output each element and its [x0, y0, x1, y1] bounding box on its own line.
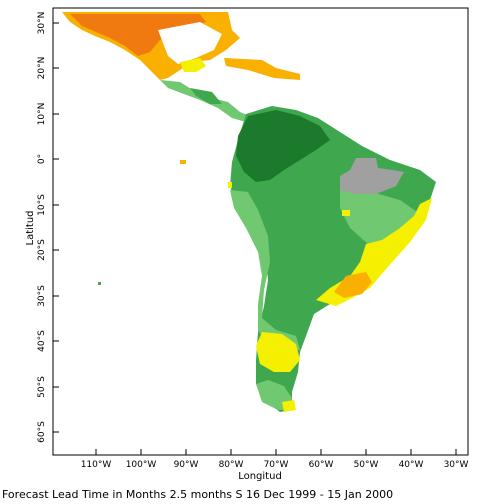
caribbean-islands	[224, 58, 300, 80]
y-tick-label: 60°S	[37, 421, 47, 443]
tierra-del-fuego-yellow	[282, 400, 296, 412]
yucatan-region	[180, 58, 206, 72]
y-tick-label: 0°	[37, 154, 47, 164]
mexico-orange-core	[70, 14, 206, 56]
x-tick-labels: 110°W 100°W 90°W 80°W 70°W 60°W 50°W 40°…	[81, 460, 469, 470]
x-tick-label: 70°W	[264, 460, 289, 470]
y-tick-labels: 30°N 20°N 10°N 0° 10°S 20°S 30°S 40°S 50…	[37, 12, 47, 443]
x-tick-label: 90°W	[174, 460, 199, 470]
no-data-region	[340, 158, 404, 194]
x-tick-label: 110°W	[81, 460, 112, 470]
map-regions	[62, 12, 436, 412]
amazon-dark-region	[236, 110, 330, 182]
map-caption: Forecast Lead Time in Months 2.5 months …	[2, 488, 394, 501]
y-axis-title: Latitud	[25, 210, 36, 245]
x-tick-label: 50°W	[354, 460, 379, 470]
x-tick-label: 30°W	[444, 460, 469, 470]
y-tick-label: 50°S	[37, 376, 47, 398]
patagonia-region	[256, 332, 300, 372]
y-tick-label: 10°S	[37, 194, 47, 216]
x-tick-label: 60°W	[309, 460, 334, 470]
y-tick-label: 10°N	[37, 103, 47, 126]
galapagos-cell	[180, 160, 186, 164]
x-axis	[95, 449, 457, 455]
y-tick-label: 20°S	[37, 239, 47, 261]
x-tick-label: 100°W	[126, 460, 157, 470]
western-light-region	[230, 190, 300, 352]
southeast-brazil-core	[334, 272, 372, 298]
x-tick-label: 40°W	[399, 460, 424, 470]
island-cell	[98, 282, 101, 285]
y-tick-label: 20°N	[37, 57, 47, 80]
y-tick-label: 30°S	[37, 285, 47, 307]
gulf-water	[158, 22, 222, 64]
coastal-yellow-cell	[228, 182, 232, 188]
y-tick-label: 30°N	[37, 12, 47, 35]
x-tick-label: 80°W	[219, 460, 244, 470]
y-tick-label: 40°S	[37, 330, 47, 352]
amazon-yellow-cell	[342, 210, 350, 216]
x-axis-title: Longitud	[238, 471, 282, 482]
y-axis	[53, 22, 59, 433]
central-america-dark	[190, 88, 222, 104]
